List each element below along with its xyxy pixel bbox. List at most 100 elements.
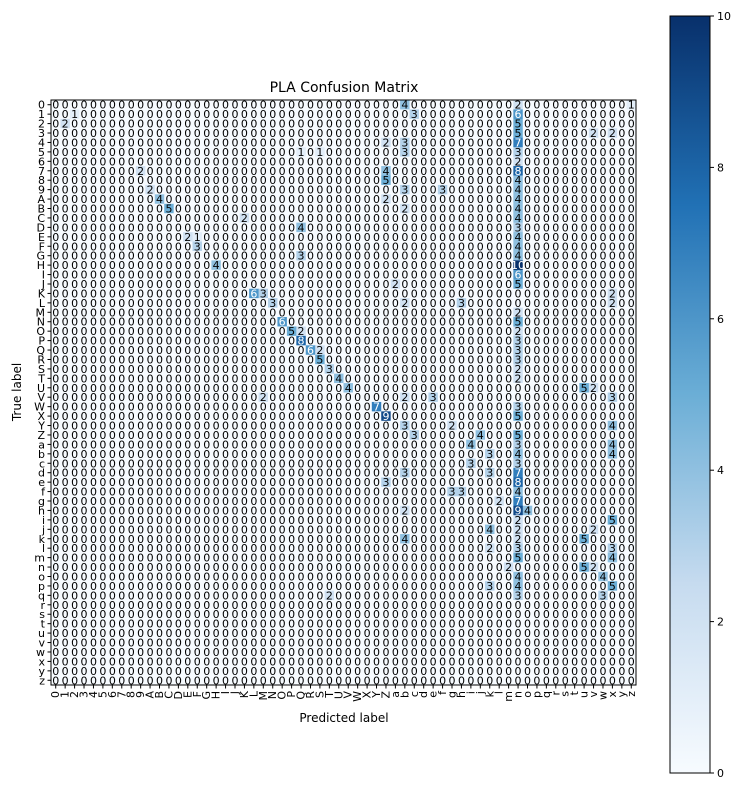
matrix-cell <box>88 147 99 158</box>
matrix-cell <box>305 137 316 148</box>
matrix-cell <box>98 166 109 176</box>
matrix-cell <box>400 147 410 158</box>
matrix-cell <box>315 166 326 176</box>
matrix-cell <box>579 147 590 158</box>
matrix-cell <box>362 118 373 129</box>
matrix-cell <box>343 147 354 158</box>
matrix-cell <box>211 175 222 186</box>
matrix-cell <box>107 100 118 110</box>
matrix-cell <box>296 118 307 129</box>
matrix-cell <box>541 175 552 186</box>
matrix-cell <box>126 156 137 167</box>
matrix-cell <box>268 109 278 120</box>
matrix-cell <box>607 166 618 176</box>
matrix-cell <box>324 100 335 110</box>
matrix-cell <box>192 118 203 129</box>
matrix-cell <box>409 118 420 129</box>
matrix-cell <box>98 156 109 167</box>
matrix-cell <box>164 166 175 176</box>
matrix-cell <box>126 128 137 139</box>
matrix-cell <box>183 109 193 120</box>
matrix-cell <box>569 100 580 110</box>
matrix-cell <box>456 109 467 120</box>
matrix-cell <box>239 128 250 139</box>
matrix-cell <box>579 100 590 110</box>
matrix-cell <box>51 166 61 176</box>
matrix-cell <box>352 166 363 176</box>
matrix-cell <box>249 147 259 158</box>
matrix-cell <box>588 109 599 120</box>
matrix-cell <box>135 128 146 139</box>
matrix-cell <box>107 118 118 129</box>
matrix-cell <box>183 166 193 176</box>
matrix-cell <box>352 118 363 129</box>
matrix-cell <box>211 109 222 120</box>
matrix-cell <box>626 128 637 139</box>
matrix-cell <box>258 156 269 167</box>
matrix-cell <box>145 147 156 158</box>
matrix-cell <box>192 137 203 148</box>
matrix-cell <box>551 175 561 186</box>
matrix-cell <box>211 118 222 129</box>
matrix-cell <box>154 109 165 120</box>
matrix-cell <box>485 175 495 186</box>
matrix-cell <box>277 100 288 110</box>
matrix-cell <box>626 109 637 120</box>
matrix-cell <box>249 156 259 167</box>
matrix-cell <box>239 156 250 167</box>
matrix-cell <box>494 128 505 139</box>
matrix-cell <box>135 147 146 158</box>
matrix-cell <box>447 147 458 158</box>
matrix-cell <box>475 118 486 129</box>
matrix-cell <box>69 175 80 186</box>
matrix-cell <box>607 156 618 167</box>
matrix-cell <box>192 109 203 120</box>
matrix-cell <box>183 118 193 129</box>
matrix-cell <box>286 100 297 110</box>
matrix-cell <box>343 118 354 129</box>
matrix-cell <box>334 100 344 110</box>
matrix-cell <box>579 166 590 176</box>
matrix-cell <box>173 175 184 186</box>
matrix-cell <box>503 156 514 167</box>
matrix-cell <box>334 156 344 167</box>
matrix-cell <box>239 100 250 110</box>
matrix-cell <box>230 109 241 120</box>
matrix-cell <box>305 166 316 176</box>
matrix-cell <box>145 156 156 167</box>
matrix-cell <box>277 147 288 158</box>
matrix-cell <box>456 166 467 176</box>
matrix-cell <box>362 166 373 176</box>
matrix-cell <box>447 109 458 120</box>
matrix-cell <box>249 175 259 186</box>
matrix-cell <box>239 147 250 158</box>
matrix-cell <box>362 109 373 120</box>
matrix-cell <box>164 100 175 110</box>
matrix-cell <box>117 128 127 139</box>
matrix-cell <box>98 109 109 120</box>
matrix-cell <box>79 109 90 120</box>
matrix-cell <box>305 118 316 129</box>
matrix-cell <box>164 137 175 148</box>
matrix-cell <box>371 175 382 186</box>
matrix-cell <box>60 175 71 186</box>
matrix-cell <box>569 128 580 139</box>
matrix-cell <box>494 109 505 120</box>
matrix-cell <box>135 156 146 167</box>
matrix-cell <box>126 118 137 129</box>
matrix-cell <box>513 147 524 158</box>
matrix-cell <box>352 137 363 148</box>
matrix-cell <box>362 147 373 158</box>
matrix-cell <box>532 147 543 158</box>
matrix-cell <box>60 100 71 110</box>
matrix-cell <box>286 128 297 139</box>
matrix-cell <box>560 118 571 129</box>
matrix-cell <box>560 175 571 186</box>
matrix-cell <box>79 118 90 129</box>
matrix-cell <box>154 137 165 148</box>
matrix-cell <box>532 128 543 139</box>
matrix-cell <box>617 147 627 158</box>
matrix-cell <box>626 100 637 110</box>
matrix-cell <box>475 137 486 148</box>
matrix-cell <box>503 147 514 158</box>
